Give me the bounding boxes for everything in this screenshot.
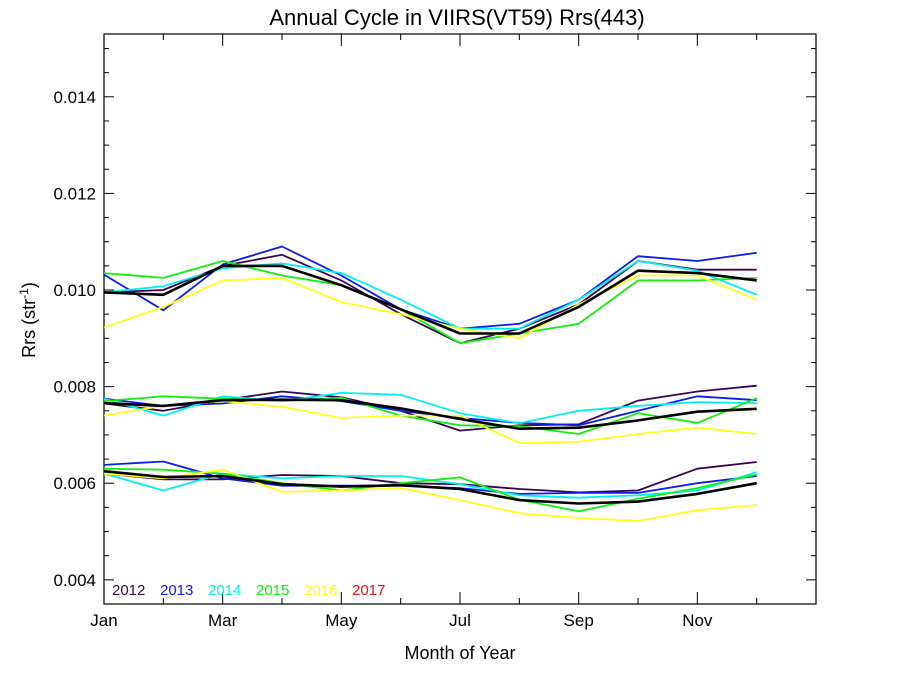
y-tick-label: 0.012	[53, 184, 96, 203]
y-tick-label: 0.014	[53, 88, 96, 107]
series-2012-line-2	[103, 384, 757, 432]
x-axis: Jan Mar May Jul Sep Nov	[90, 34, 758, 630]
series-mean-line-1	[103, 264, 757, 335]
x-tick-label: May	[325, 611, 358, 630]
series-mean-line-2	[103, 398, 757, 431]
series-2012-line-1	[103, 253, 757, 345]
legend-item-2017: 2017	[352, 582, 385, 599]
series-2012-line-3	[103, 461, 757, 494]
x-tick-label: Jul	[449, 611, 471, 630]
x-tick-label: Jan	[90, 611, 117, 630]
series-2015-line-3	[103, 467, 757, 513]
legend: 2012 2013 2014 2015 2016 2017	[112, 582, 385, 599]
series-2013-line-1	[103, 245, 757, 330]
x-tick-label: Mar	[208, 611, 238, 630]
y-axis-title-sup: -1	[17, 288, 31, 299]
series-2016-line-3	[103, 468, 757, 522]
x-axis-title: Month of Year	[404, 643, 515, 663]
series-mean-line-3	[103, 469, 757, 505]
plot-frame	[103, 33, 817, 605]
y-axis-title: Rrs (str-1)	[17, 282, 39, 358]
y-tick-label: 0.004	[53, 571, 96, 590]
series-2015-line-2	[103, 395, 758, 435]
y-axis: 0.004 0.006 0.008 0.010 0.012 0.014	[53, 47, 816, 605]
legend-item-2013: 2013	[160, 582, 193, 599]
legend-item-2012: 2012	[112, 582, 145, 599]
y-tick-label: 0.008	[53, 378, 96, 397]
y-axis-title-prefix: Rrs (str	[19, 299, 39, 358]
series-2014-line-2	[103, 391, 757, 425]
legend-item-2014: 2014	[208, 582, 241, 599]
series-2016-line-2	[103, 400, 757, 445]
legend-item-2015: 2015	[256, 582, 289, 599]
series-2015-line-1	[103, 260, 757, 345]
series-2013-line-3	[103, 460, 757, 495]
series-layer	[103, 245, 758, 522]
y-tick-label: 0.006	[53, 474, 96, 493]
x-tick-label: Sep	[564, 611, 594, 630]
y-tick-label: 0.010	[53, 281, 96, 300]
y-axis-title-suffix: )	[19, 282, 39, 288]
x-tick-label: Nov	[682, 611, 713, 630]
chart-title: Annual Cycle in VIIRS(VT59) Rrs(443)	[269, 5, 644, 30]
legend-item-2016: 2016	[304, 582, 337, 599]
